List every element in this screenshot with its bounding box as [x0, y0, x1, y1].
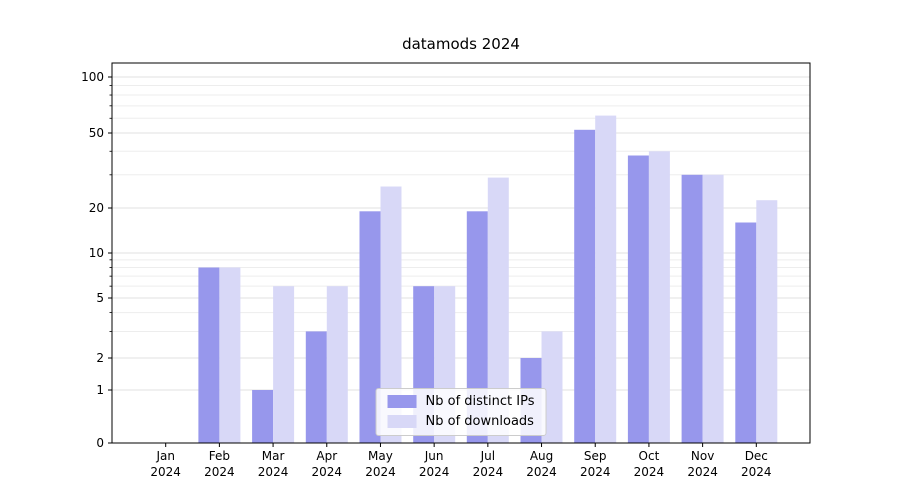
- bar-distinct-ips: [305, 331, 327, 443]
- y-tick-label: 20: [89, 201, 104, 215]
- x-tick-label: Oct 2024: [634, 449, 665, 479]
- plot-area: 0 1 2 5 10 20 50 100 Jan 2024 Feb 2024 Mar 2024 Apr 202…: [81, 62, 811, 479]
- bar-distinct-ips: [252, 390, 274, 443]
- bar-downloads: [273, 286, 295, 443]
- y-tick-label: 5: [96, 291, 104, 305]
- y-tick-label: 0: [96, 436, 104, 450]
- legend-swatch-downloads: [387, 415, 417, 428]
- x-tick-label: Dec 2024: [741, 449, 772, 479]
- x-tick-label: May 2024: [365, 449, 396, 479]
- bar-downloads: [595, 115, 617, 443]
- bar-distinct-ips: [359, 211, 381, 443]
- x-tick-label: Nov 2024: [687, 449, 718, 479]
- bar-downloads: [702, 174, 724, 444]
- y-tick-label: 2: [96, 351, 104, 365]
- bar-downloads: [648, 151, 670, 444]
- bar-distinct-ips: [627, 155, 649, 443]
- x-tick-label: Aug 2024: [526, 449, 557, 479]
- legend-item-distinct-ips: Nb of distinct IPs: [387, 394, 535, 409]
- legend: Nb of distinct IPs Nb of downloads: [375, 388, 547, 436]
- x-tick-label: Jan 2024: [150, 449, 181, 479]
- bar-distinct-ips: [681, 174, 703, 444]
- y-tick-label: 100: [81, 70, 104, 84]
- bar-distinct-ips: [735, 222, 757, 443]
- bar-distinct-ips: [574, 129, 596, 444]
- legend-label-distinct-ips: Nb of distinct IPs: [425, 394, 535, 409]
- x-tick-label: Jun 2024: [419, 449, 450, 479]
- legend-label-downloads: Nb of downloads: [425, 414, 534, 429]
- y-tick-label: 50: [89, 126, 104, 140]
- x-tick-label: Sep 2024: [580, 449, 611, 479]
- bar-downloads: [541, 331, 563, 443]
- chart-title: datamods 2024: [402, 35, 520, 53]
- bar-distinct-ips: [198, 267, 220, 443]
- bar-downloads: [487, 177, 509, 443]
- x-tick-label: Apr 2024: [311, 449, 342, 479]
- bar-downloads: [219, 267, 241, 443]
- x-tick-label: Jul 2024: [473, 449, 504, 479]
- y-tick-label: 10: [89, 246, 104, 260]
- legend-item-downloads: Nb of downloads: [387, 414, 535, 429]
- plot-canvas: 0 1 2 5 10 20 50 100 Jan 2024 Feb 2024 Mar 2024 Apr 202…: [81, 62, 811, 479]
- x-tick-label: Feb 2024: [204, 449, 235, 479]
- y-tick-label: 1: [96, 383, 104, 397]
- bar-downloads: [756, 200, 778, 443]
- legend-swatch-distinct-ips: [387, 395, 417, 408]
- bar-downloads: [380, 186, 402, 443]
- x-tick-label: Mar 2024: [258, 449, 289, 479]
- bar-distinct-ips: [466, 211, 488, 443]
- bar-downloads: [326, 286, 348, 443]
